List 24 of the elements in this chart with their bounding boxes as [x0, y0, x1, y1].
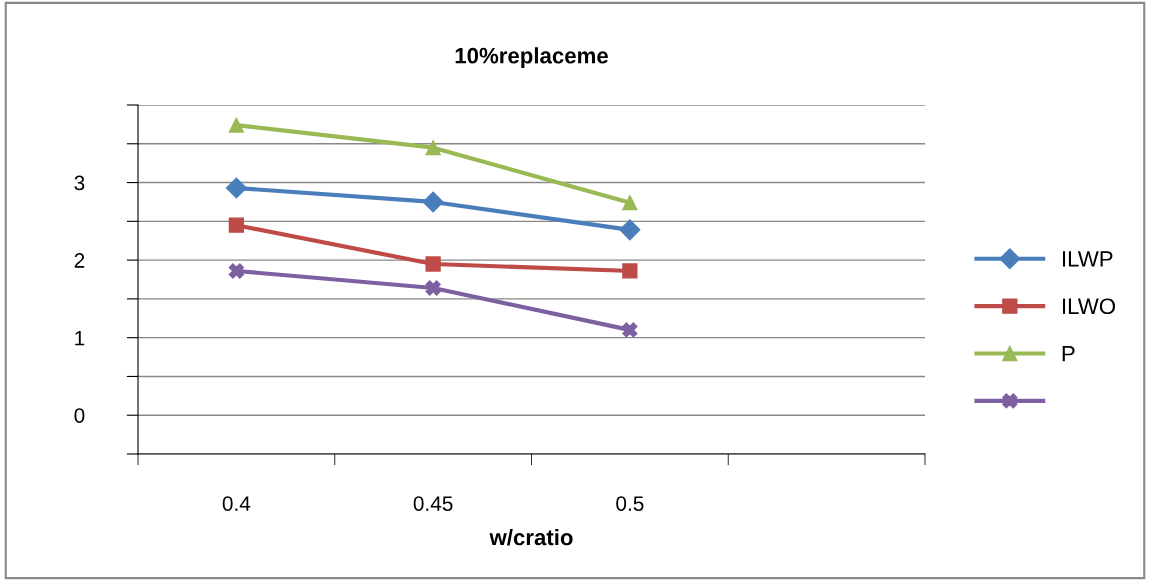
point [622, 263, 638, 279]
y-tick-label: 1 [75, 330, 85, 346]
x-tick-label: 0.5 [616, 496, 644, 511]
legend-label: P [1062, 346, 1075, 362]
point [225, 177, 247, 199]
point [425, 140, 441, 156]
x-tick-label: 0.4 [222, 496, 251, 511]
legend-label: ILWP [1062, 251, 1113, 267]
point [619, 219, 641, 241]
y-tick-label: 3 [74, 175, 85, 191]
x-tick-label: 0.45 [413, 496, 453, 511]
x-axis-title: w/cratio [489, 528, 573, 546]
point [228, 263, 245, 279]
legend-label: ILWO [1062, 298, 1116, 315]
point [228, 217, 245, 233]
point [622, 322, 638, 338]
chart-title: 10%replaceme [455, 47, 608, 68]
point [425, 256, 441, 272]
y-tick-label: 2 [74, 253, 85, 268]
point [228, 117, 245, 133]
point [422, 191, 444, 213]
point [425, 280, 441, 296]
point [622, 195, 638, 211]
y-tick-label: 0 [74, 408, 85, 423]
